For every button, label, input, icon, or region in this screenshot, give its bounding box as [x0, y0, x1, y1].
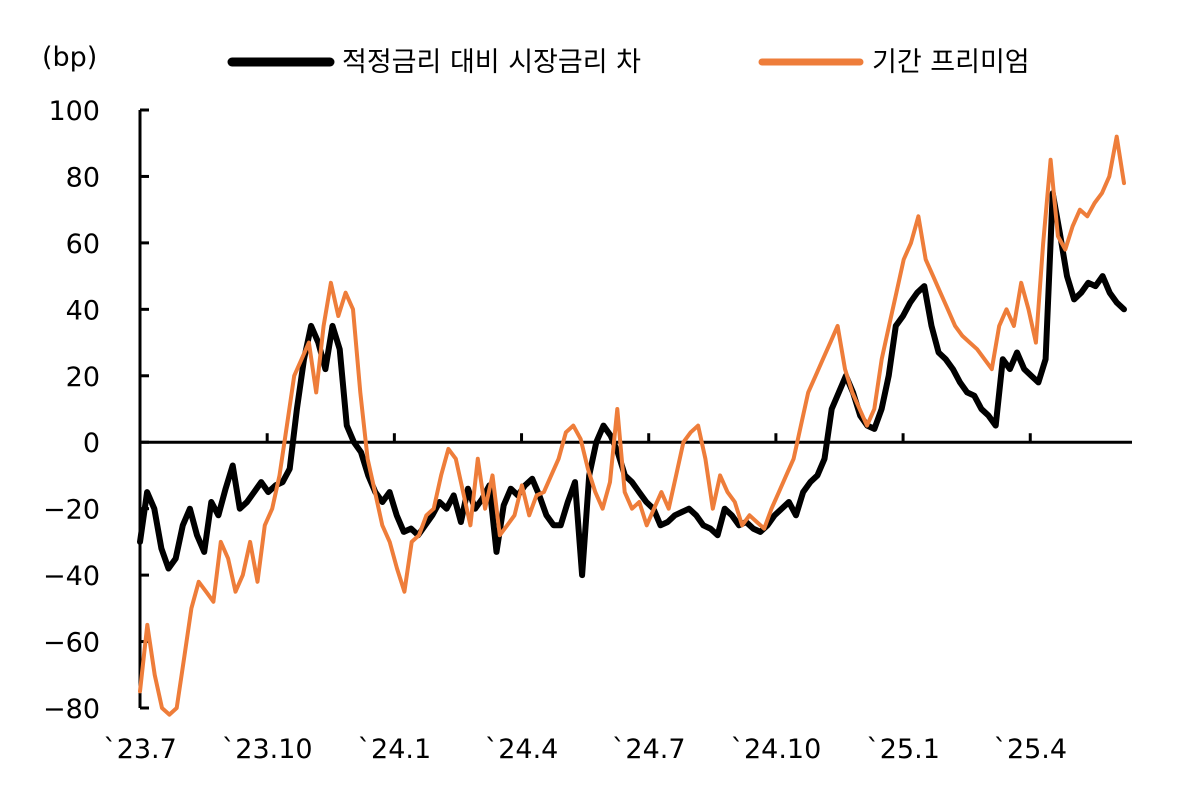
x-tick-label: `25.4	[993, 734, 1067, 765]
x-tick-label: `24.1	[358, 734, 432, 765]
y-tick-label: −40	[43, 561, 100, 592]
y-tick-label: −20	[43, 495, 100, 526]
y-tick-label: −80	[43, 694, 100, 725]
x-axis: `23.7 `23.10 `24.1 `24.4 `24.7 `24.10 `25.1 `25…	[103, 433, 1132, 765]
x-tick-label: `24.4	[485, 734, 559, 765]
x-tick-label: `24.7	[612, 734, 686, 765]
series-line-2	[138, 134, 1126, 717]
y-tick-label: 0	[83, 428, 100, 459]
legend-label-series-2: 기간 프리미엄	[872, 47, 1030, 78]
x-tick-label: `23.10	[222, 734, 313, 765]
y-tick-label: 100	[48, 96, 100, 127]
series-line-1	[137, 190, 1127, 579]
y-tick-label: −60	[43, 628, 100, 659]
x-tick-label: `25.1	[866, 734, 940, 765]
x-tick-label: `23.7	[103, 734, 177, 765]
y-tick-label: 20	[66, 362, 100, 393]
y-tick-label: 80	[66, 162, 100, 193]
y-tick-label: 60	[66, 229, 100, 260]
y-tick-label: 40	[66, 295, 100, 326]
legend: 적정금리 대비 시장금리 차 기간 프리미엄	[227, 47, 1030, 78]
y-unit-label: (bp)	[42, 42, 97, 73]
x-tick-label: `24.10	[730, 734, 821, 765]
series-layer	[137, 134, 1127, 717]
legend-label-series-1: 적정금리 대비 시장금리 차	[342, 47, 641, 78]
y-axis: 100 80 60 40 20 0 −20 −40 −60 −80	[43, 96, 149, 725]
